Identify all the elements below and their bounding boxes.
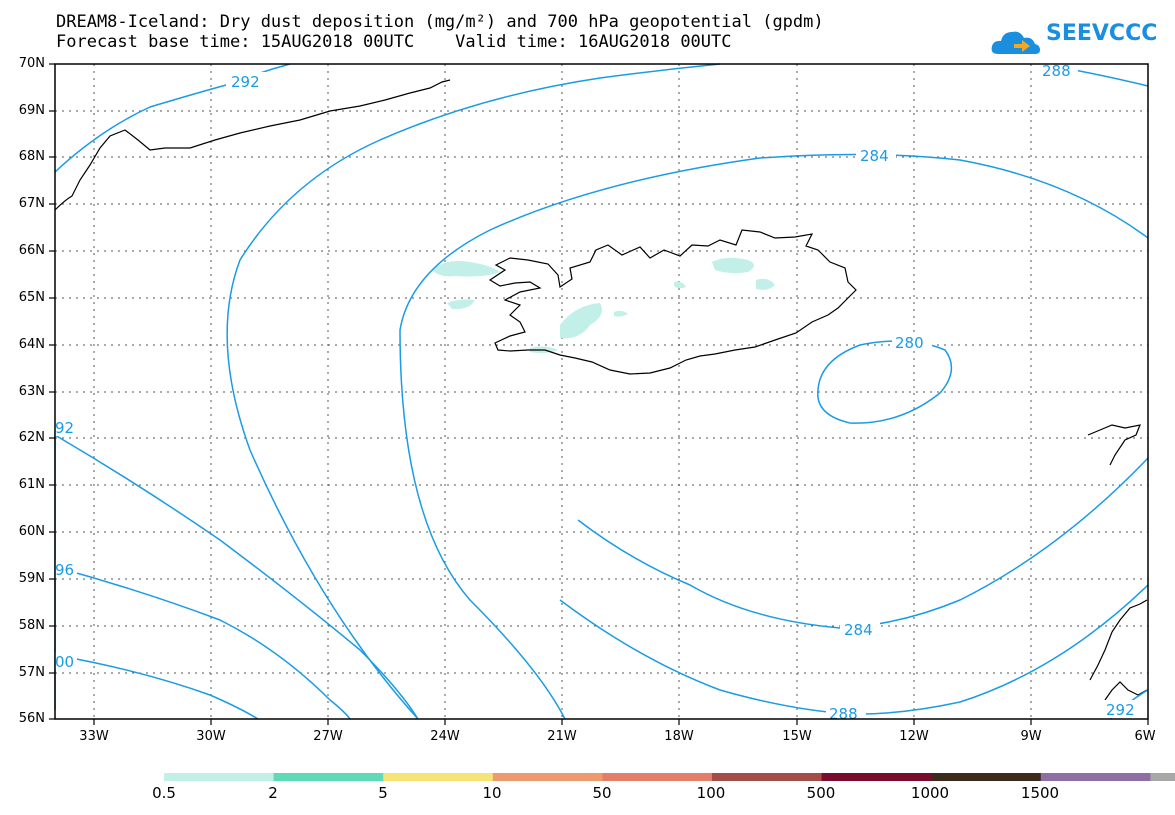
colorbar-label: 0.5	[152, 784, 176, 802]
lon-label: 24W	[430, 729, 460, 744]
lat-label: 70N	[18, 56, 45, 71]
lat-label: 66N	[18, 243, 45, 258]
lon-label: 6W	[1134, 729, 1156, 744]
lat-label: 64N	[18, 337, 45, 352]
contour-label-296-left: 96	[55, 561, 74, 579]
lon-label: 12W	[899, 729, 929, 744]
colorbar-swatch	[164, 773, 275, 781]
contour-288-bottom	[559, 584, 1149, 715]
contour-label-292-bottom: 292	[1106, 701, 1135, 719]
colorbar-label: 5	[378, 784, 388, 802]
lon-label: 33W	[79, 729, 109, 744]
coastlines	[54, 79, 1148, 701]
contour-label-280: 280	[895, 334, 924, 352]
colorbar-swatch	[273, 773, 384, 781]
colorbar-swatch	[1150, 773, 1175, 781]
contour-284	[399, 153, 1149, 720]
contour-label-292-left: 92	[55, 419, 74, 437]
lon-label: 30W	[196, 729, 226, 744]
map-title-line-2: Forecast base time: 15AUG2018 00UTC Vali…	[56, 32, 732, 52]
contour-280	[817, 340, 953, 424]
contour-label-292-top: 292	[231, 73, 260, 91]
lat-label: 63N	[18, 384, 45, 399]
colorbar-label: 10	[482, 784, 502, 802]
lat-label: 61N	[18, 477, 45, 492]
lat-label: 69N	[18, 103, 45, 118]
contour-label-300-left: 00	[55, 653, 74, 671]
colorbar-swatch	[931, 773, 1042, 781]
contour-label-288-top: 288	[1042, 62, 1071, 80]
grid-lines	[55, 64, 1148, 719]
colorbar-label: 500	[806, 784, 836, 802]
colorbar-label: 2	[268, 784, 278, 802]
map-title-line-1: DREAM8-Iceland: Dry dust deposition (mg/…	[56, 12, 824, 32]
logo-text: SEEVCCC	[1046, 21, 1158, 46]
contour-label-backgrounds	[55, 62, 1143, 721]
colorbar-swatch	[383, 773, 494, 781]
colorbar-label: 100	[696, 784, 726, 802]
contour-label-284-bottom: 284	[844, 621, 873, 639]
axis-ticks	[49, 63, 1149, 725]
lon-label: 27W	[313, 729, 343, 744]
lat-label: 58N	[18, 618, 45, 633]
lat-label: 62N	[18, 430, 45, 445]
dust-deposition-shading	[432, 257, 775, 354]
colorbar-swatch	[492, 773, 603, 781]
colorbar	[164, 773, 1175, 781]
contour-284-bottom	[577, 457, 1149, 629]
lon-label: 21W	[547, 729, 577, 744]
colorbar-swatch	[602, 773, 713, 781]
colorbar-label: 1000	[910, 784, 950, 802]
cloud-icon	[991, 31, 1040, 54]
colorbar-swatch	[712, 773, 823, 781]
lat-label: 67N	[18, 196, 45, 211]
lat-label: 56N	[18, 711, 45, 726]
contour-300-left	[54, 654, 259, 720]
contour-label-284-top: 284	[860, 147, 889, 165]
contour-296-left	[54, 566, 351, 720]
colorbar-swatch	[1040, 773, 1151, 781]
lon-label: 18W	[664, 729, 694, 744]
colorbar-swatch	[821, 773, 932, 781]
contour-292-left	[54, 434, 419, 720]
lon-label: 15W	[782, 729, 812, 744]
lat-label: 59N	[18, 571, 45, 586]
colorbar-label: 1500	[1020, 784, 1060, 802]
contour-label-288-bottom: 288	[829, 705, 858, 723]
colorbar-label: 50	[592, 784, 612, 802]
lon-label: 9W	[1020, 729, 1042, 744]
lat-label: 65N	[18, 290, 45, 305]
lat-label: 57N	[18, 665, 45, 680]
lat-label: 60N	[18, 524, 45, 539]
lat-label: 68N	[18, 149, 45, 164]
